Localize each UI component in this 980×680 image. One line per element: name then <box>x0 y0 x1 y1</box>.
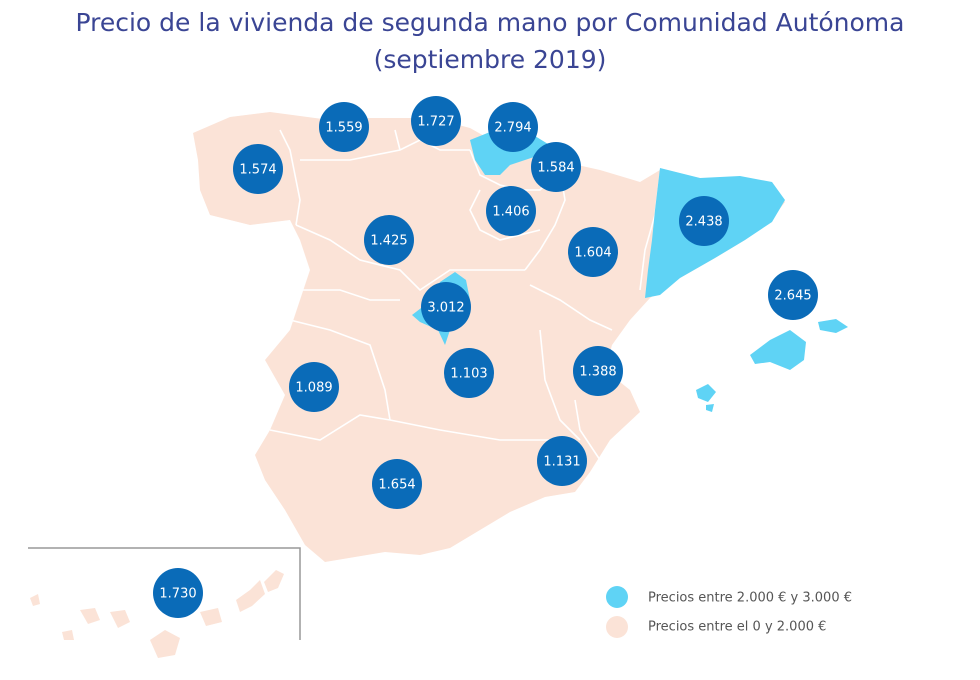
bubble-value: 2.645 <box>774 289 811 304</box>
bubble-value: 2.438 <box>685 215 722 230</box>
bubble-circle <box>289 362 339 412</box>
price-bubble-la-rioja: 1.406 <box>486 186 536 236</box>
bubble-circle <box>444 348 494 398</box>
bubble-circle <box>153 568 203 618</box>
island-ibiza <box>696 384 716 402</box>
canarias-inset-frame <box>28 547 301 640</box>
island-formentera <box>706 404 714 412</box>
bubble-value: 1.559 <box>325 121 362 136</box>
bubble-value: 1.425 <box>370 234 407 249</box>
bubble-value: 1.584 <box>537 161 574 176</box>
price-bubble-murcia: 1.131 <box>537 436 587 486</box>
bubble-circle <box>488 102 538 152</box>
bubble-value: 1.131 <box>543 455 580 470</box>
canary-islands <box>30 570 284 658</box>
bubble-value: 2.794 <box>494 121 531 136</box>
bubble-value: 1.103 <box>450 367 487 382</box>
legend-label-high: Precios entre 2.000 € y 3.000 € <box>648 591 852 606</box>
spain-mainland <box>193 112 785 562</box>
price-bubbles: 1.574 1.559 1.727 2.794 1.584 1.406 1.425 1.604… <box>153 96 818 618</box>
bubble-circle <box>768 270 818 320</box>
bubble-value: 1.388 <box>579 365 616 380</box>
legend: Precios entre 2.000 € y 3.000 € Precios … <box>606 586 852 638</box>
price-bubble-navarra: 1.584 <box>531 142 581 192</box>
bubble-circle <box>537 436 587 486</box>
bubble-value: 1.604 <box>574 246 611 261</box>
title-line-1: Precio de la vivienda de segunda mano po… <box>75 8 905 37</box>
price-bubble-baleares: 2.645 <box>768 270 818 320</box>
legend-label-low: Precios entre el 0 y 2.000 € <box>648 620 826 635</box>
bubble-circle <box>319 102 369 152</box>
bubble-value: 1.654 <box>378 478 415 493</box>
price-bubble-castilla-y-leon: 1.425 <box>364 215 414 265</box>
price-bubble-asturias: 1.559 <box>319 102 369 152</box>
price-bubble-cantabria: 1.727 <box>411 96 461 146</box>
bubble-circle <box>233 144 283 194</box>
price-bubble-cataluna: 2.438 <box>679 196 729 246</box>
bubble-circle <box>364 215 414 265</box>
bubble-circle <box>679 196 729 246</box>
bubble-value: 1.406 <box>492 205 529 220</box>
island-mallorca <box>750 330 806 370</box>
price-bubble-castilla-la-mancha: 1.103 <box>444 348 494 398</box>
title-line-2: (septiembre 2019) <box>373 45 607 74</box>
bubble-circle <box>573 346 623 396</box>
bubble-value: 3.012 <box>427 301 464 316</box>
bubble-value: 1.089 <box>295 381 332 396</box>
bubble-circle <box>568 227 618 277</box>
island-menorca <box>818 319 848 333</box>
bubble-value: 1.727 <box>417 115 454 130</box>
price-bubble-andalucia: 1.654 <box>372 459 422 509</box>
legend-swatch-high <box>606 586 628 608</box>
price-bubble-comunidad-valenciana: 1.388 <box>573 346 623 396</box>
map-title: Precio de la vivienda de segunda mano po… <box>0 4 980 78</box>
bubble-circle <box>531 142 581 192</box>
price-bubble-extremadura: 1.089 <box>289 362 339 412</box>
price-bubble-aragon: 1.604 <box>568 227 618 277</box>
bubble-circle <box>411 96 461 146</box>
bubble-circle <box>486 186 536 236</box>
bubble-circle <box>372 459 422 509</box>
price-bubble-canarias: 1.730 <box>153 568 203 618</box>
bubble-value: 1.574 <box>239 163 276 178</box>
legend-swatch-low <box>606 616 628 638</box>
price-bubble-madrid: 3.012 <box>421 282 471 332</box>
price-bubble-galicia: 1.574 <box>233 144 283 194</box>
bubble-value: 1.730 <box>159 587 196 602</box>
price-bubble-pais-vasco: 2.794 <box>488 102 538 152</box>
bubble-circle <box>421 282 471 332</box>
